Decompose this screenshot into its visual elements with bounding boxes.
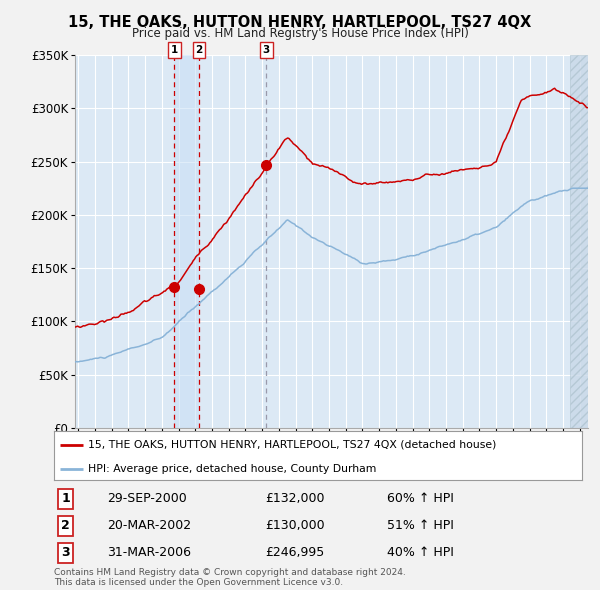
Text: 3: 3 [61, 546, 70, 559]
Text: 1: 1 [171, 45, 178, 55]
Text: 20-MAR-2002: 20-MAR-2002 [107, 519, 191, 532]
Text: 15, THE OAKS, HUTTON HENRY, HARTLEPOOL, TS27 4QX (detached house): 15, THE OAKS, HUTTON HENRY, HARTLEPOOL, … [88, 440, 497, 450]
Text: 29-SEP-2000: 29-SEP-2000 [107, 492, 187, 505]
Text: 2: 2 [196, 45, 203, 55]
Text: 1: 1 [61, 492, 70, 505]
Text: 3: 3 [263, 45, 270, 55]
Text: Price paid vs. HM Land Registry's House Price Index (HPI): Price paid vs. HM Land Registry's House … [131, 27, 469, 40]
Bar [175, 55, 199, 428]
Text: 60% ↑ HPI: 60% ↑ HPI [386, 492, 454, 505]
Text: £246,995: £246,995 [265, 546, 325, 559]
Bar [570, 55, 588, 428]
Text: Contains HM Land Registry data © Crown copyright and database right 2024.
This d: Contains HM Land Registry data © Crown c… [54, 568, 406, 588]
Text: £130,000: £130,000 [265, 519, 325, 532]
Text: 2: 2 [61, 519, 70, 532]
Text: £132,000: £132,000 [265, 492, 325, 505]
Text: 40% ↑ HPI: 40% ↑ HPI [386, 546, 454, 559]
Text: 15, THE OAKS, HUTTON HENRY, HARTLEPOOL, TS27 4QX: 15, THE OAKS, HUTTON HENRY, HARTLEPOOL, … [68, 15, 532, 30]
Text: 51% ↑ HPI: 51% ↑ HPI [386, 519, 454, 532]
Text: 31-MAR-2006: 31-MAR-2006 [107, 546, 191, 559]
Text: HPI: Average price, detached house, County Durham: HPI: Average price, detached house, Coun… [88, 464, 377, 474]
